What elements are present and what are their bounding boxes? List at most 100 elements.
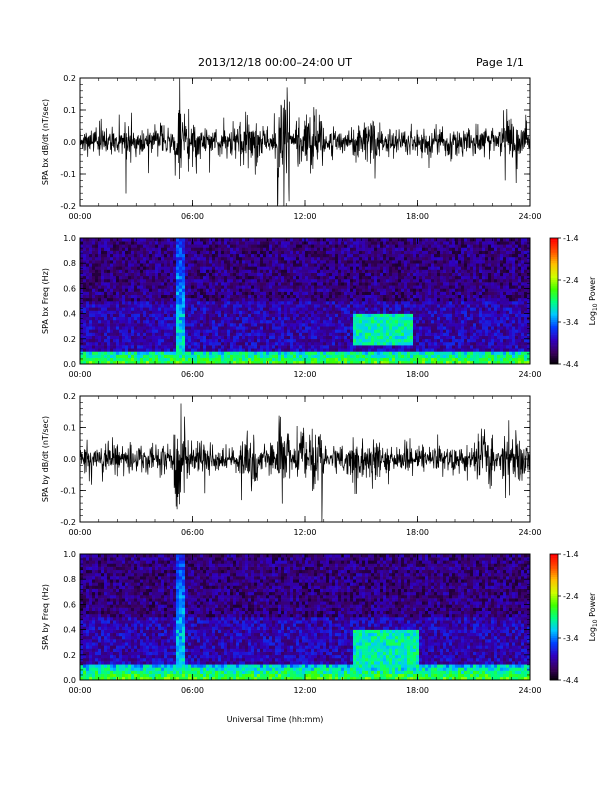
spectrogram-cell bbox=[134, 326, 138, 330]
spectrogram-cell bbox=[164, 238, 168, 242]
spectrogram-cell bbox=[185, 285, 189, 289]
spectrogram-cell bbox=[176, 291, 180, 295]
spectrogram-cell bbox=[281, 329, 285, 333]
spectrogram-cell bbox=[326, 323, 330, 327]
spectrogram-cell bbox=[155, 247, 159, 251]
spectrogram-cell bbox=[203, 275, 207, 280]
spectrogram-cell bbox=[212, 282, 216, 286]
spectrogram-cell bbox=[200, 297, 204, 302]
spectrogram-cell bbox=[218, 263, 222, 267]
spectrogram-cell bbox=[143, 326, 147, 330]
spectrogram-cell bbox=[257, 323, 261, 327]
spectrogram-cell bbox=[404, 250, 408, 255]
spectrogram-cell bbox=[371, 241, 375, 245]
spectrogram-cell bbox=[302, 348, 306, 352]
x-tick-label: 18:00 bbox=[406, 212, 429, 221]
spectrogram-cell bbox=[107, 313, 111, 318]
spectrogram-cell bbox=[389, 297, 393, 302]
spectrogram-cell bbox=[92, 341, 96, 346]
spectrogram-cell bbox=[404, 275, 408, 280]
spectrogram-cell bbox=[245, 310, 249, 314]
spectrogram-cell bbox=[104, 335, 108, 340]
spectrogram-cell bbox=[152, 338, 156, 343]
spectrogram-cell bbox=[398, 332, 402, 336]
spectrogram-cell bbox=[158, 332, 162, 336]
spectrogram-cell bbox=[128, 351, 132, 355]
spectrogram-cell bbox=[374, 294, 378, 299]
spectrogram-cell bbox=[296, 294, 300, 299]
spectrogram-cell bbox=[194, 263, 198, 267]
spectrogram-cell bbox=[122, 282, 126, 286]
spectrogram-cell bbox=[212, 319, 216, 324]
spectrogram-cell bbox=[242, 297, 246, 302]
spectrogram-cell bbox=[275, 253, 279, 258]
spectrogram-cell bbox=[353, 282, 357, 286]
spectrogram-cell bbox=[89, 351, 93, 355]
spectrogram-cell bbox=[104, 291, 108, 295]
spectrogram-cell bbox=[332, 348, 336, 352]
spectrogram-cell bbox=[350, 307, 354, 311]
spectrogram-cell bbox=[401, 345, 405, 349]
spectrogram-cell bbox=[260, 256, 264, 261]
spectrogram-cell bbox=[347, 297, 351, 302]
spectrogram-cell bbox=[149, 326, 153, 330]
spectrogram-cell bbox=[227, 244, 231, 248]
spectrogram-cell bbox=[371, 351, 375, 355]
spectrogram-cell bbox=[437, 263, 441, 267]
spectrogram-cell bbox=[224, 341, 228, 346]
spectrogram-cell bbox=[161, 263, 165, 267]
spectrogram-cell bbox=[362, 269, 366, 273]
spectrogram-cell bbox=[311, 345, 315, 349]
spectrogram-cell bbox=[296, 238, 300, 242]
spectrogram-cell bbox=[332, 301, 336, 305]
spectrogram-cell bbox=[362, 260, 366, 264]
spectrogram-cell bbox=[326, 301, 330, 305]
spectrogram-cell bbox=[290, 288, 294, 292]
spectrogram-cell bbox=[416, 348, 420, 352]
spectrogram-cell bbox=[227, 247, 231, 251]
spectrogram-cell bbox=[260, 301, 264, 305]
spectrogram-cell bbox=[341, 282, 345, 286]
spectrogram-cell bbox=[338, 332, 342, 336]
spectrogram-cell bbox=[239, 269, 243, 273]
spectrogram-cell bbox=[185, 351, 189, 355]
spectrogram-cell bbox=[401, 341, 405, 346]
spectrogram-cell bbox=[233, 260, 237, 264]
spectrogram-cell bbox=[230, 241, 234, 245]
spectrogram-cell bbox=[281, 253, 285, 258]
spectrogram-cell bbox=[191, 301, 195, 305]
spectrogram-cell bbox=[266, 250, 270, 255]
spectrogram-cell bbox=[221, 326, 225, 330]
spectrogram-cell bbox=[371, 263, 375, 267]
spectrogram-cell bbox=[395, 250, 399, 255]
spectrogram-cell bbox=[338, 253, 342, 258]
spectrogram-cell bbox=[395, 319, 399, 324]
spectrogram-cell bbox=[107, 323, 111, 327]
spectrogram-cell bbox=[371, 260, 375, 264]
spectrogram-cell bbox=[401, 319, 405, 324]
spectrogram-cell bbox=[278, 348, 282, 352]
spectrogram-cell bbox=[410, 241, 414, 245]
spectrogram-cell bbox=[86, 357, 90, 362]
spectrogram-cell bbox=[383, 294, 387, 299]
spectrogram-cell bbox=[341, 272, 345, 277]
spectrogram-cell bbox=[398, 357, 402, 362]
spectrogram-cell bbox=[404, 319, 408, 324]
spectrogram-cell bbox=[272, 348, 276, 352]
spectrogram-cell bbox=[101, 247, 105, 251]
spectrogram-cell bbox=[413, 260, 417, 264]
spectrogram-cell bbox=[380, 244, 384, 248]
spectrogram-cell bbox=[335, 360, 339, 365]
spectrogram-cell bbox=[245, 291, 249, 295]
spectrogram-cell bbox=[131, 294, 135, 299]
spectrogram-cell bbox=[251, 275, 255, 280]
spectrogram-cell bbox=[407, 329, 411, 333]
spectrogram-cell bbox=[272, 338, 276, 343]
spectrogram-cell bbox=[125, 263, 129, 267]
spectrogram-cell bbox=[110, 329, 114, 333]
spectrogram-cell bbox=[281, 326, 285, 330]
spectrogram-cell bbox=[224, 272, 228, 277]
spectrogram-cell bbox=[257, 247, 261, 251]
spectrogram-cell bbox=[98, 247, 102, 251]
spectrogram-cell bbox=[257, 354, 261, 358]
